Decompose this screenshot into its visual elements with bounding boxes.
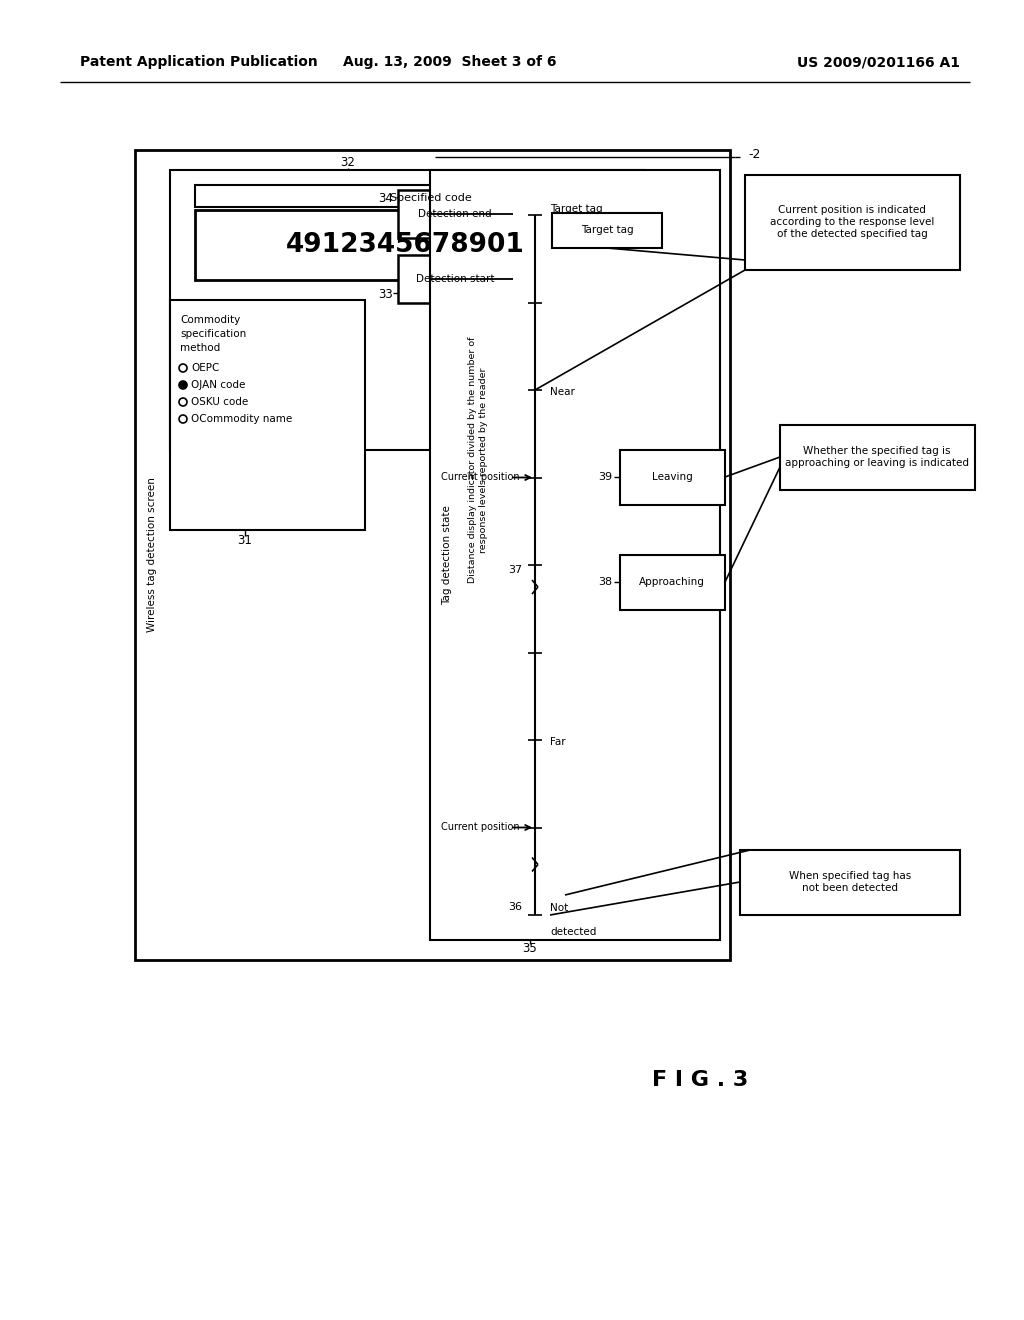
- Text: Patent Application Publication: Patent Application Publication: [80, 55, 317, 69]
- Text: 33: 33: [378, 289, 393, 301]
- Bar: [135, 150, 730, 960]
- Text: Whether the specified tag is
approaching or leaving is indicated: Whether the specified tag is approaching…: [785, 446, 969, 467]
- Bar: [195, 210, 615, 280]
- Text: Wireless tag detection screen: Wireless tag detection screen: [147, 478, 157, 632]
- Text: F I G . 3: F I G . 3: [652, 1071, 749, 1090]
- Circle shape: [179, 381, 187, 389]
- Text: specification: specification: [180, 329, 246, 339]
- Text: Current position: Current position: [441, 822, 520, 833]
- Text: Detection start: Detection start: [416, 275, 495, 284]
- Text: Commodity: Commodity: [180, 315, 241, 325]
- Text: OJAN code: OJAN code: [191, 380, 246, 389]
- Text: OEPC: OEPC: [191, 363, 219, 374]
- Text: Target tag: Target tag: [581, 224, 633, 235]
- Text: 36: 36: [508, 902, 522, 912]
- Text: -2: -2: [748, 149, 761, 161]
- Text: 39: 39: [598, 473, 612, 482]
- Text: OSKU code: OSKU code: [191, 397, 248, 407]
- Bar: [620, 450, 725, 506]
- Text: 34: 34: [378, 191, 393, 205]
- Text: Current position is indicated
according to the response level
of the detected sp: Current position is indicated according …: [770, 206, 934, 239]
- Text: 4912345678901: 4912345678901: [286, 232, 524, 257]
- Text: 31: 31: [238, 533, 253, 546]
- Text: Approaching: Approaching: [639, 577, 705, 587]
- Text: OCommodity name: OCommodity name: [191, 414, 292, 424]
- Text: method: method: [180, 343, 220, 352]
- Text: Current position: Current position: [441, 473, 520, 483]
- Bar: [740, 850, 961, 915]
- Text: Specified code: Specified code: [390, 193, 472, 203]
- Bar: [745, 176, 961, 271]
- Text: 35: 35: [522, 941, 538, 954]
- Text: When specified tag has
not been detected: When specified tag has not been detected: [788, 871, 911, 892]
- Bar: [398, 255, 513, 304]
- Text: Tag detection state: Tag detection state: [442, 506, 452, 605]
- Text: US 2009/0201166 A1: US 2009/0201166 A1: [797, 55, 961, 69]
- Bar: [398, 190, 513, 238]
- Text: Far: Far: [550, 737, 565, 747]
- Bar: [170, 300, 365, 531]
- Text: 32: 32: [341, 157, 355, 169]
- Bar: [195, 185, 615, 207]
- Text: Aug. 13, 2009  Sheet 3 of 6: Aug. 13, 2009 Sheet 3 of 6: [343, 55, 557, 69]
- Text: Leaving: Leaving: [651, 473, 692, 482]
- Text: Near: Near: [550, 387, 574, 397]
- Text: detected: detected: [550, 927, 596, 937]
- Bar: [552, 213, 662, 248]
- Bar: [430, 170, 720, 940]
- Text: 37: 37: [508, 565, 522, 576]
- Text: Target tag: Target tag: [550, 205, 603, 214]
- Text: Detection end: Detection end: [418, 209, 492, 219]
- Text: 38: 38: [598, 577, 612, 587]
- Text: Distance display indicator divided by the number of
response levels reported by : Distance display indicator divided by th…: [468, 337, 487, 583]
- Bar: [780, 425, 975, 490]
- Bar: [620, 554, 725, 610]
- Text: Not: Not: [550, 903, 568, 913]
- Bar: [170, 170, 645, 450]
